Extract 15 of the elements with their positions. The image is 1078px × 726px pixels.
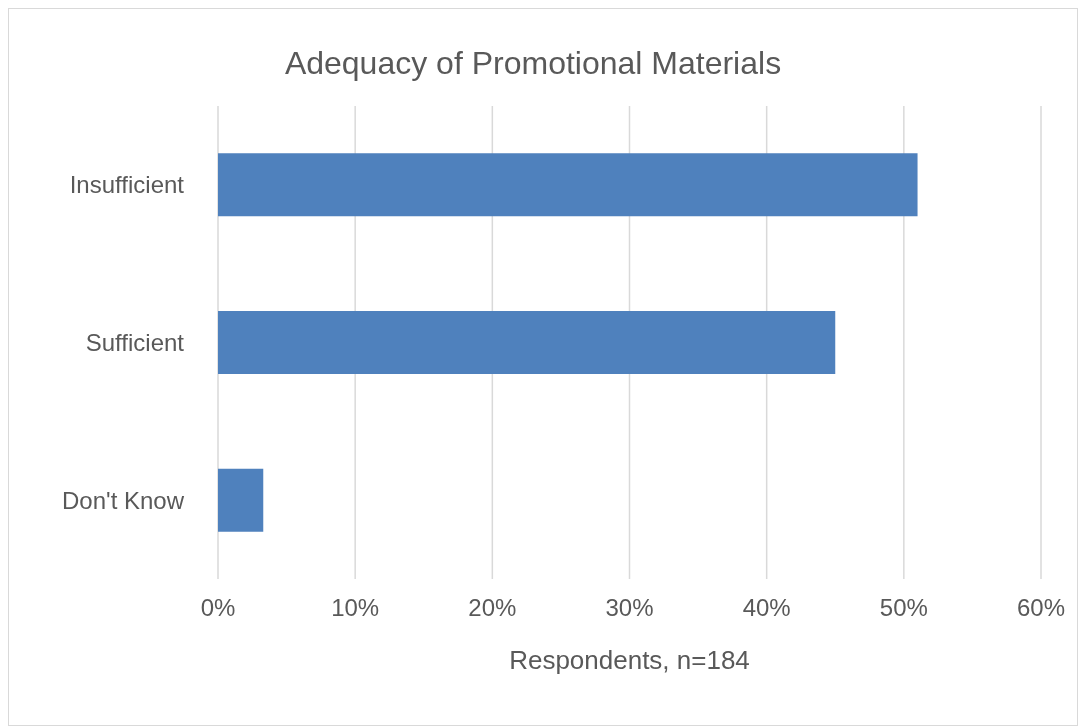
bar	[218, 310, 836, 374]
x-tick-label: 20%	[468, 594, 517, 622]
y-tick-label: Insufficient	[69, 171, 185, 199]
bar	[218, 468, 264, 532]
x-tick-label: 10%	[331, 594, 380, 622]
x-tick-label: 50%	[879, 594, 928, 622]
x-tick-label: 0%	[200, 594, 236, 622]
x-tick-label: 60%	[1016, 594, 1066, 622]
bar	[218, 153, 918, 217]
chart-title: Adequacy of Promotional Materials	[283, 45, 783, 82]
x-axis-title: Respondents, n=184	[509, 645, 750, 675]
x-tick-label: 40%	[742, 594, 791, 622]
y-tick-label: Sufficient	[85, 329, 185, 357]
y-tick-label: Don't Know	[62, 486, 185, 514]
x-tick-label: 30%	[605, 594, 654, 622]
